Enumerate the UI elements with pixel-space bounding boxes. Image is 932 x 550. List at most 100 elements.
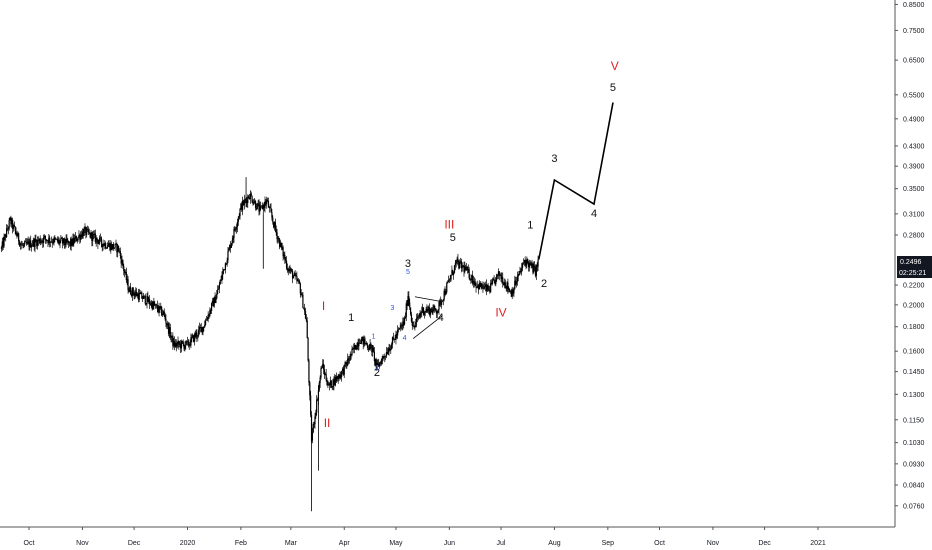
candle-body — [265, 201, 267, 204]
candle-body — [249, 193, 251, 200]
y-tick-label: 0.2800 — [903, 233, 925, 240]
x-tick-label: Nov — [707, 540, 720, 547]
candle-body — [515, 281, 518, 285]
candle-body — [159, 306, 161, 309]
candle-body — [392, 337, 394, 339]
candle-body — [27, 241, 29, 243]
candle-body — [356, 342, 358, 350]
candle-body — [330, 380, 332, 388]
candle-body — [286, 268, 289, 270]
candle-body — [308, 360, 310, 383]
candle-body — [73, 237, 75, 243]
candle-body — [279, 239, 281, 248]
candle-body — [270, 208, 272, 213]
projection-path — [538, 102, 614, 260]
candle-body — [166, 323, 168, 326]
candle-body — [322, 363, 325, 370]
candle-body — [194, 334, 196, 338]
candle-body — [422, 307, 425, 315]
candle-body — [161, 306, 163, 316]
candle-body — [362, 336, 364, 345]
candle-body — [105, 248, 108, 249]
candle-body — [211, 300, 214, 304]
wave-label-blue: 4 — [403, 335, 407, 342]
candle-body — [143, 295, 146, 297]
candle-body — [224, 263, 226, 270]
candle-body — [278, 238, 280, 240]
wave-label-black: 4 — [591, 208, 597, 220]
candle-body — [41, 240, 43, 242]
candle-body — [437, 309, 439, 313]
candle-body — [522, 262, 525, 264]
candle-body — [142, 298, 144, 300]
candle-body — [304, 308, 306, 312]
candle-body — [353, 344, 356, 350]
x-tick-label: Aug — [548, 540, 561, 547]
candle-body — [49, 237, 51, 243]
candle-body — [14, 226, 16, 231]
candle-body — [223, 269, 225, 272]
current-price-label: 0.2496 — [900, 259, 922, 266]
candle-body — [529, 262, 531, 264]
candle-body — [134, 293, 136, 296]
candle-body — [287, 269, 289, 272]
candle-body — [206, 319, 208, 320]
candle-body — [535, 264, 537, 276]
y-tick-label: 0.3100 — [903, 211, 925, 218]
candle-body — [132, 288, 134, 294]
candle-body — [416, 316, 419, 319]
candle-body — [340, 374, 342, 377]
candle-body — [459, 261, 462, 262]
candle-body — [68, 240, 70, 244]
candle-body — [148, 299, 151, 305]
candle-body — [352, 348, 354, 350]
countdown-label: 02:25:21 — [899, 270, 926, 277]
candle-body — [241, 203, 243, 211]
candle-body — [504, 282, 506, 287]
price-badges: 0.2496 02:25:21 — [897, 256, 932, 278]
price-axis[interactable]: 0.8500 0.7500 0.6500 0.5500 0.4900 0.4300 0.39… — [894, 0, 925, 527]
candle-body — [507, 282, 509, 290]
candle-body — [192, 335, 194, 338]
candle-body — [197, 335, 199, 337]
candle-body — [492, 279, 494, 281]
candle-body — [30, 240, 32, 248]
candle-body — [345, 362, 347, 364]
candle-body — [461, 265, 463, 269]
candle-body — [531, 263, 533, 266]
x-tick-label: Jul — [497, 540, 506, 547]
candle-body — [188, 344, 190, 346]
candle-body — [186, 340, 189, 342]
candle-body — [502, 277, 504, 284]
candle-body — [42, 240, 44, 243]
candle-body — [190, 337, 192, 346]
candle-body — [397, 329, 399, 336]
candle-body — [242, 200, 244, 211]
candle-body — [329, 380, 332, 386]
candle-body — [464, 266, 466, 272]
current-price-badge — [897, 256, 932, 267]
candle-body — [259, 206, 261, 212]
candle-body — [452, 270, 454, 275]
candle-body — [74, 238, 76, 243]
candle-body — [428, 307, 431, 315]
x-tick-label: Nov — [76, 540, 89, 547]
candle-body — [423, 312, 425, 315]
candle-body — [77, 236, 79, 241]
candle-body — [75, 236, 77, 242]
candle-body — [503, 283, 505, 286]
candle-body — [2, 241, 4, 247]
candle-body — [523, 262, 525, 264]
candle-body — [178, 341, 180, 345]
y-tick-label: 0.8500 — [903, 2, 925, 9]
time-axis[interactable]: Oct Nov Dec 2020 Feb Mar Apr May Jun Jul Aug Sep Oct… — [0, 526, 895, 547]
candle-body — [101, 243, 103, 248]
candle-body — [204, 324, 206, 328]
candle-body — [37, 239, 40, 241]
candle-body — [127, 279, 129, 290]
candle-body — [96, 237, 98, 241]
candle-body — [388, 348, 390, 352]
candle-body — [248, 197, 251, 200]
candle-body — [381, 358, 383, 365]
